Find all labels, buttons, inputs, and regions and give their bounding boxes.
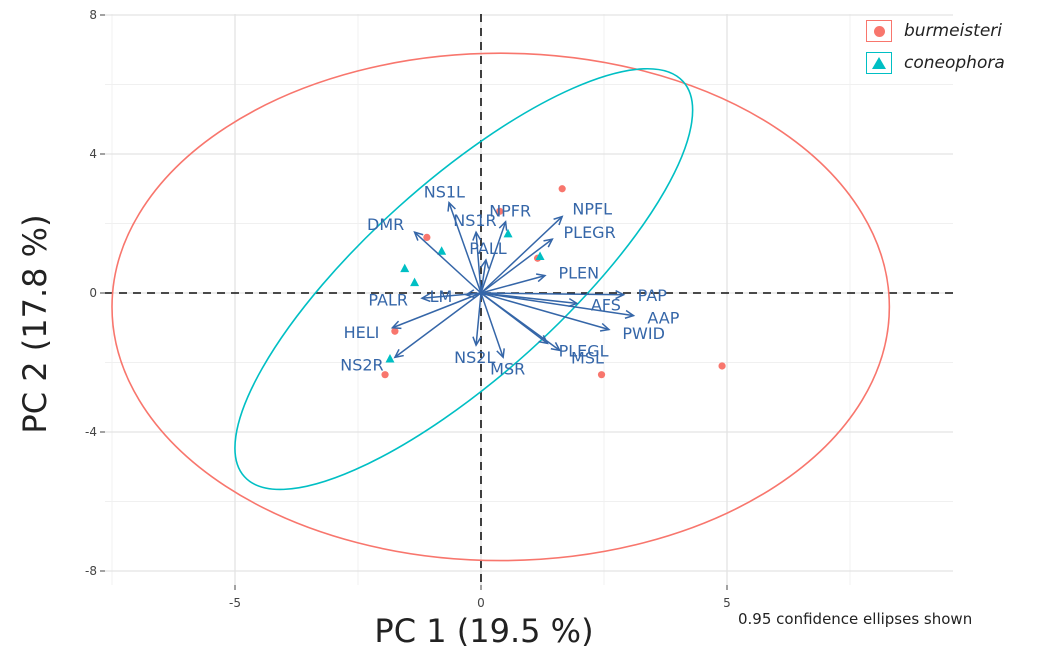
loading-arrowhead-AAP	[624, 309, 636, 319]
loading-label-NS1R: NS1R	[453, 211, 496, 230]
loading-arrowhead-PLEN	[535, 273, 547, 283]
loading-label-NS1L: NS1L	[424, 182, 465, 201]
loading-arrow-NS2R	[394, 292, 482, 358]
loading-label-NS2R: NS2R	[340, 355, 383, 374]
loading-arrow-NPFR	[480, 221, 507, 294]
legend-label: coneophora	[904, 53, 1005, 73]
loading-arrowhead-AFS	[568, 298, 579, 308]
point-coneophora	[400, 263, 410, 273]
y-tick-label: 8	[89, 8, 97, 22]
legend-key-circle	[866, 20, 892, 42]
y-tick-label: 0	[89, 286, 97, 300]
loading-label-PAP: PAP	[638, 286, 668, 305]
point-coneophora	[535, 251, 545, 261]
point-coneophora	[410, 277, 420, 287]
loading-label-PALR: PALR	[368, 290, 408, 309]
loading-arrowhead-NS2L	[472, 336, 482, 347]
loading-label-MSR: MSR	[490, 360, 525, 379]
loading-arrowhead-PWID	[599, 322, 611, 332]
point-burmeisteri	[496, 207, 504, 215]
point-coneophora	[385, 354, 395, 363]
loading-label-AFS: AFS	[591, 296, 621, 315]
loading-arrows	[390, 201, 636, 359]
confidence-ellipse-coneophora	[234, 67, 694, 491]
y-axis-title: PC 2 (17.8 %)	[16, 214, 54, 433]
point-coneophora	[437, 246, 447, 255]
loading-arrow-PALL	[480, 259, 487, 294]
loading-arrowhead-PLEGR	[543, 238, 554, 248]
loading-label-PALL: PALL	[469, 239, 506, 258]
legend-key-triangle	[866, 52, 892, 74]
loading-arrow-NS1R	[475, 232, 482, 294]
loading-arrowhead-HELI	[390, 320, 402, 330]
triangle-marker-icon	[872, 57, 886, 69]
x-tick-label: 5	[723, 596, 731, 610]
loading-label-PWID: PWID	[622, 324, 665, 343]
loading-label-NPFL: NPFL	[572, 199, 612, 218]
loading-arrow-NPFL	[480, 216, 563, 294]
confidence-ellipses	[111, 52, 891, 562]
loading-label-PLEGL: PLEGL	[559, 342, 609, 361]
x-axis-title: PC 1 (19.5 %)	[374, 612, 593, 650]
loading-arrowhead-PALR	[420, 292, 431, 303]
loading-arrowhead-PLEGL	[538, 335, 549, 345]
loading-labels: NS1L NPFR NPFL NS1R DMR PLEGR PALL PLEN PAP PALR L…	[340, 182, 679, 378]
loading-arrowhead-NPFL	[553, 215, 564, 226]
loading-arrow-PWID	[480, 292, 610, 331]
loading-arrow-HELI	[392, 292, 482, 329]
y-tick-label: 4	[89, 147, 97, 161]
loading-arrowhead-NS2R	[393, 348, 404, 359]
point-burmeisteri	[381, 371, 389, 379]
loading-arrowhead-DMR	[413, 231, 424, 241]
loading-label-PLEGR: PLEGR	[564, 223, 616, 242]
loading-arrow-PAP	[480, 292, 624, 296]
loading-label-HELI: HELI	[344, 323, 380, 342]
loading-arrowhead-MSR	[496, 348, 505, 359]
loading-label-LM: LM	[430, 287, 453, 306]
point-burmeisteri	[558, 185, 566, 193]
loading-arrowhead-MSL	[550, 342, 562, 352]
loading-arrow-PLEGR	[480, 238, 553, 294]
loading-arrowhead-PAP	[615, 290, 626, 300]
loading-label-NPFR: NPFR	[489, 201, 531, 220]
loading-arrowhead-PALL	[480, 258, 490, 269]
point-burmeisteri	[391, 327, 399, 335]
point-burmeisteri	[718, 362, 726, 370]
data-points	[381, 185, 726, 379]
loading-arrowhead-NPFR	[498, 220, 508, 231]
legend: burmeisteri coneophora	[866, 18, 1038, 82]
point-burmeisteri	[597, 371, 606, 379]
x-tick-label: -5	[229, 596, 241, 610]
loading-arrow-MSL	[480, 292, 561, 351]
loading-label-NS2L: NS2L	[454, 348, 495, 367]
loading-label-AAP: AAP	[647, 308, 679, 327]
loading-label-PLEN: PLEN	[558, 263, 599, 282]
loading-arrow-PLEN	[480, 274, 546, 294]
confidence-note: 0.95 confidence ellipses shown	[738, 610, 973, 628]
loading-arrow-DMR	[414, 231, 482, 294]
x-tick-label: 0	[477, 596, 485, 610]
loading-arrow-MSR	[480, 292, 504, 358]
point-coneophora	[503, 228, 513, 238]
loading-arrowhead-NS1R	[472, 230, 482, 241]
confidence-ellipse-burmeisteri	[111, 52, 891, 562]
legend-label: burmeisteri	[904, 21, 1002, 41]
legend-item-coneophora: coneophora	[866, 50, 1038, 76]
loading-arrow-AAP	[480, 292, 634, 317]
y-tick-label: -4	[85, 425, 97, 439]
loading-arrow-NS2L	[475, 292, 482, 346]
point-burmeisteri	[423, 233, 431, 241]
loading-label-DMR: DMR	[367, 215, 404, 234]
circle-marker-icon	[873, 25, 885, 37]
legend-item-burmeisteri: burmeisteri	[866, 18, 1038, 44]
loading-label-MSL: MSL	[571, 348, 604, 367]
loading-arrowhead-NS1L	[447, 201, 456, 212]
y-tick-label: -8	[85, 564, 97, 578]
loading-arrow-NS1L	[448, 202, 482, 294]
